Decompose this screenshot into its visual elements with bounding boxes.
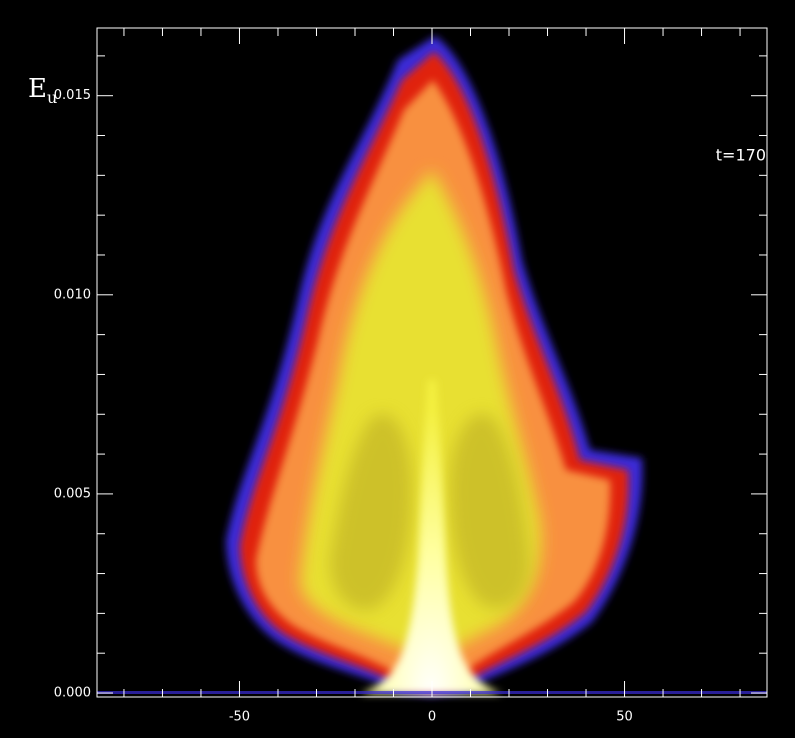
y-tick-label: 0.010 — [54, 287, 91, 302]
y-tick-label: 0.005 — [54, 486, 91, 501]
y-tick-label: 0.000 — [54, 686, 91, 701]
chart: Eu t=170 -500500.0000.0050.0100.015 — [0, 0, 795, 738]
y-tick-label: 0.015 — [54, 88, 91, 103]
page: Eu t=170 -500500.0000.0050.0100.015 (() … — [0, 0, 795, 738]
x-tick-label: 50 — [616, 710, 633, 725]
annotation: t=170 — [716, 146, 766, 165]
x-tick-label: 0 — [428, 710, 436, 725]
y-axis-label-main: E — [28, 74, 47, 104]
x-tick-label: -50 — [229, 710, 250, 725]
